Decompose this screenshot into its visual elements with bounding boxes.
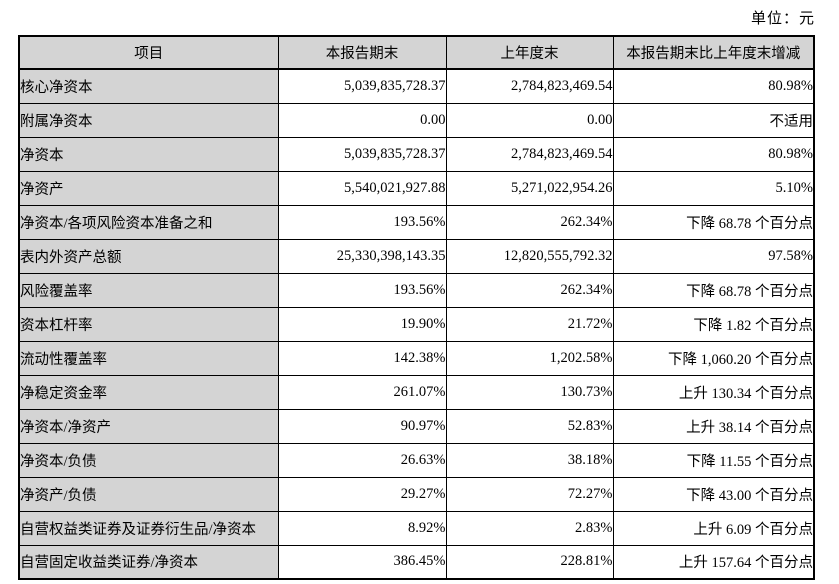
- table-row: 净资本 5,039,835,728.37 2,784,823,469.54 80.98…: [18, 136, 815, 172]
- current-value-cell: 5,540,021,927.88: [277, 170, 447, 206]
- change-cell: 80.98%: [612, 68, 815, 104]
- table-row: 自营权益类证券及证券衍生品/净资本 8.92% 2.83% 上升 6.09 个百分点: [18, 510, 815, 546]
- item-cell: 净资本/各项风险资本准备之和: [18, 204, 279, 240]
- current-value-cell: 5,039,835,728.37: [277, 68, 447, 104]
- previous-value-cell: 2,784,823,469.54: [445, 68, 614, 104]
- table-row: 资本杠杆率 19.90% 21.72% 下降 1.82 个百分点: [18, 306, 815, 342]
- table-row: 自营固定收益类证券/净资本 386.45% 228.81% 上升 157.64 个百分…: [18, 544, 815, 580]
- table-row: 净资产 5,540,021,927.88 5,271,022,954.26 5.10%: [18, 170, 815, 206]
- previous-value-cell: 12,820,555,792.32: [445, 238, 614, 274]
- table-row: 核心净资本 5,039,835,728.37 2,784,823,469.54 80.…: [18, 68, 815, 104]
- current-value-cell: 26.63%: [277, 442, 447, 478]
- table-row: 净资产/负债 29.27% 72.27% 下降 43.00 个百分点: [18, 476, 815, 512]
- item-cell: 附属净资本: [18, 102, 279, 138]
- header-previous-year-end: 上年度末: [445, 35, 614, 70]
- item-cell: 流动性覆盖率: [18, 340, 279, 376]
- table-header-row: 项目 本报告期末 上年度末 本报告期末比上年度末增减: [18, 35, 815, 70]
- item-cell: 净稳定资金率: [18, 374, 279, 410]
- item-cell: 净资本/负债: [18, 442, 279, 478]
- previous-value-cell: 72.27%: [445, 476, 614, 512]
- item-cell: 自营固定收益类证券/净资本: [18, 544, 279, 580]
- previous-value-cell: 228.81%: [445, 544, 614, 580]
- current-value-cell: 19.90%: [277, 306, 447, 342]
- previous-value-cell: 38.18%: [445, 442, 614, 478]
- change-cell: 下降 43.00 个百分点: [612, 476, 815, 512]
- previous-value-cell: 21.72%: [445, 306, 614, 342]
- item-cell: 风险覆盖率: [18, 272, 279, 308]
- table-row: 风险覆盖率 193.56% 262.34% 下降 68.78 个百分点: [18, 272, 815, 308]
- previous-value-cell: 52.83%: [445, 408, 614, 444]
- change-cell: 下降 11.55 个百分点: [612, 442, 815, 478]
- change-cell: 97.58%: [612, 238, 815, 274]
- change-cell: 下降 68.78 个百分点: [612, 272, 815, 308]
- table-row: 净资本/各项风险资本准备之和 193.56% 262.34% 下降 68.78 个百分…: [18, 204, 815, 240]
- table-row: 净资本/净资产 90.97% 52.83% 上升 38.14 个百分点: [18, 408, 815, 444]
- current-value-cell: 193.56%: [277, 272, 447, 308]
- item-cell: 净资本: [18, 136, 279, 172]
- item-cell: 核心净资本: [18, 68, 279, 104]
- header-change: 本报告期末比上年度末增减: [612, 35, 815, 70]
- table-row: 净资本/负债 26.63% 38.18% 下降 11.55 个百分点: [18, 442, 815, 478]
- current-value-cell: 5,039,835,728.37: [277, 136, 447, 172]
- previous-value-cell: 262.34%: [445, 204, 614, 240]
- item-cell: 净资产/负债: [18, 476, 279, 512]
- table-body: 核心净资本 5,039,835,728.37 2,784,823,469.54 80.…: [18, 68, 815, 580]
- current-value-cell: 261.07%: [277, 374, 447, 410]
- table-row: 表内外资产总额 25,330,398,143.35 12,820,555,792.3…: [18, 238, 815, 274]
- previous-value-cell: 2.83%: [445, 510, 614, 546]
- change-cell: 下降 68.78 个百分点: [612, 204, 815, 240]
- header-item: 项目: [18, 35, 279, 70]
- table-row: 流动性覆盖率 142.38% 1,202.58% 下降 1,060.20 个百分点: [18, 340, 815, 376]
- item-cell: 净资本/净资产: [18, 408, 279, 444]
- previous-value-cell: 262.34%: [445, 272, 614, 308]
- change-cell: 上升 130.34 个百分点: [612, 374, 815, 410]
- change-cell: 上升 157.64 个百分点: [612, 544, 815, 580]
- unit-label: 单位：元: [750, 11, 815, 27]
- previous-value-cell: 0.00: [445, 102, 614, 138]
- item-cell: 自营权益类证券及证券衍生品/净资本: [18, 510, 279, 546]
- item-cell: 资本杠杆率: [18, 306, 279, 342]
- change-cell: 5.10%: [612, 170, 815, 206]
- current-value-cell: 25,330,398,143.35: [277, 238, 447, 274]
- previous-value-cell: 5,271,022,954.26: [445, 170, 614, 206]
- change-cell: 上升 38.14 个百分点: [612, 408, 815, 444]
- current-value-cell: 142.38%: [277, 340, 447, 376]
- current-value-cell: 90.97%: [277, 408, 447, 444]
- previous-value-cell: 130.73%: [445, 374, 614, 410]
- item-cell: 净资产: [18, 170, 279, 206]
- current-value-cell: 193.56%: [277, 204, 447, 240]
- change-cell: 上升 6.09 个百分点: [612, 510, 815, 546]
- item-cell: 表内外资产总额: [18, 238, 279, 274]
- table-row: 附属净资本 0.00 0.00 不适用: [18, 102, 815, 138]
- current-value-cell: 386.45%: [277, 544, 447, 580]
- previous-value-cell: 2,784,823,469.54: [445, 136, 614, 172]
- change-cell: 下降 1.82 个百分点: [612, 306, 815, 342]
- header-current-period: 本报告期末: [277, 35, 447, 70]
- current-value-cell: 8.92%: [277, 510, 447, 546]
- capital-adequacy-table: 项目 本报告期末 上年度末 本报告期末比上年度末增减 核心净资本 5,039,83…: [18, 35, 815, 580]
- table-row: 净稳定资金率 261.07% 130.73% 上升 130.34 个百分点: [18, 374, 815, 410]
- change-cell: 不适用: [612, 102, 815, 138]
- change-cell: 下降 1,060.20 个百分点: [612, 340, 815, 376]
- current-value-cell: 29.27%: [277, 476, 447, 512]
- current-value-cell: 0.00: [277, 102, 447, 138]
- previous-value-cell: 1,202.58%: [445, 340, 614, 376]
- change-cell: 80.98%: [612, 136, 815, 172]
